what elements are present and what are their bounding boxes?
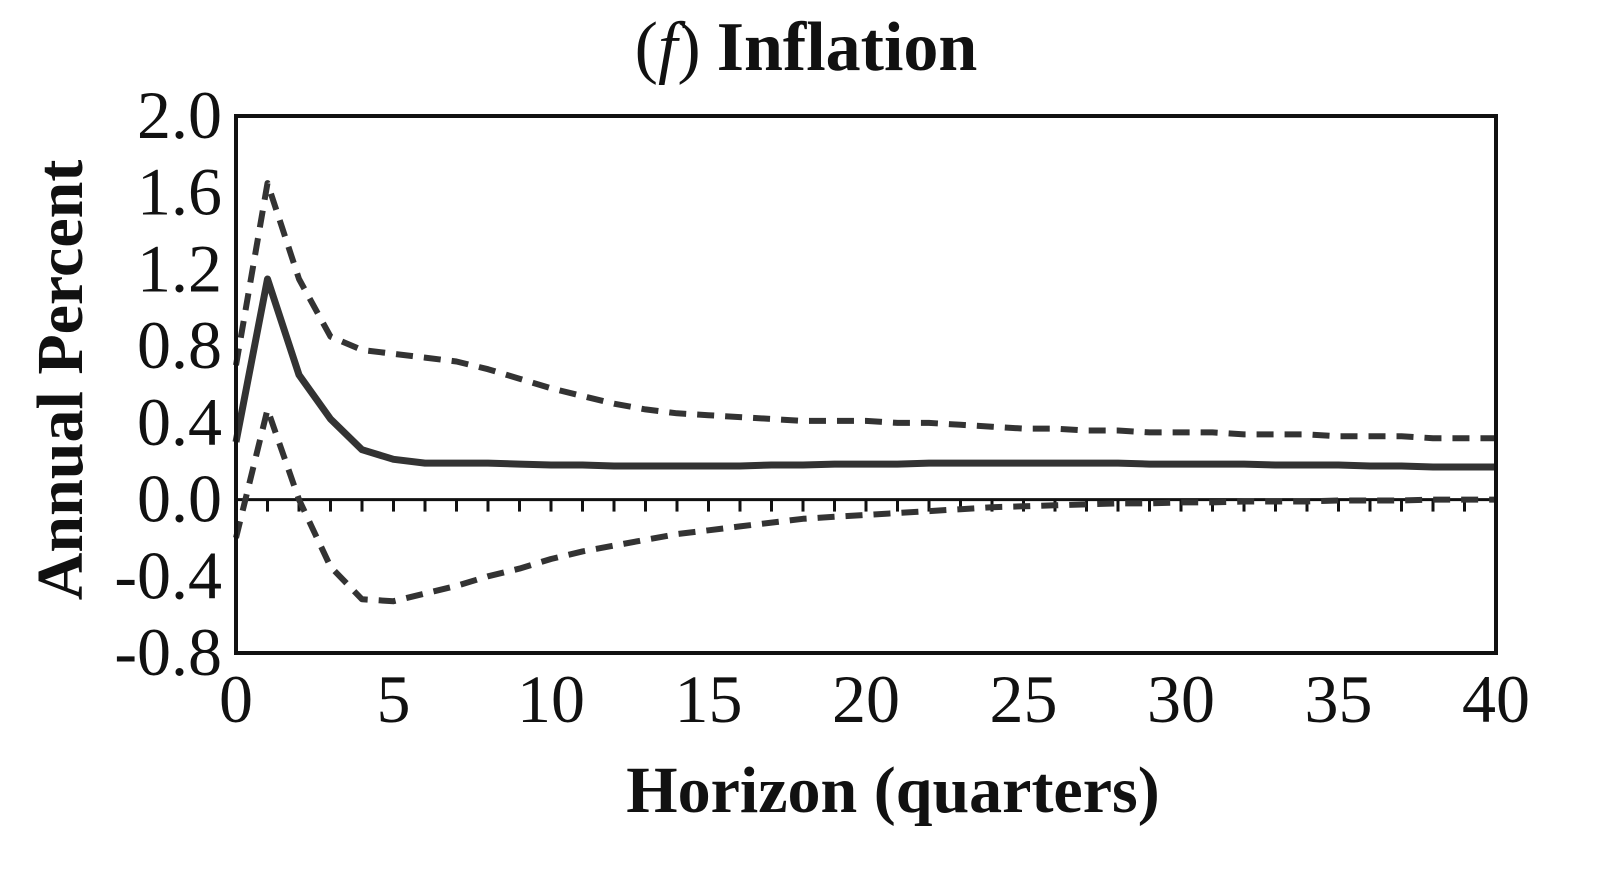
y-tick-label: 1.6	[137, 154, 222, 230]
x-axis-title: Horizon (quarters)	[626, 754, 1159, 827]
x-tick-label: 35	[1305, 661, 1373, 737]
series-line-upper-band	[233, 180, 1496, 442]
x-tick-label: 20	[832, 661, 900, 737]
y-tick-label: -0.8	[114, 614, 222, 690]
y-tick-label: 2.0	[137, 77, 222, 153]
x-tick-label: 5	[377, 661, 411, 737]
series-line-lower-band	[233, 406, 1496, 605]
x-tick-label: 10	[517, 661, 585, 737]
y-tick-label: -0.4	[114, 537, 222, 613]
series-line-estimate	[232, 275, 1496, 471]
chart-title-paren-open: (	[635, 9, 658, 86]
y-tick-label: 0.4	[137, 384, 222, 460]
chart-title: (f) Inflation	[635, 9, 978, 86]
x-tick-labels: 0 5 10 15 20 25 30 35 40	[219, 661, 1530, 737]
chart-title-text: Inflation	[717, 9, 978, 86]
plot-frame	[234, 114, 1498, 655]
x-tick-label: 40	[1462, 661, 1530, 737]
x-tick-label: 30	[1147, 661, 1215, 737]
y-tick-label: 1.2	[137, 230, 222, 306]
y-axis-title: Annual Percent	[24, 160, 97, 601]
chart-title-paren-close: )	[677, 9, 700, 86]
y-tick-label: 0.8	[137, 307, 222, 383]
y-tick-labels: 2.01.61.20.80.40.0-0.4-0.8	[114, 77, 222, 690]
y-tick-label: 0.0	[137, 461, 222, 537]
x-tick-label: 25	[990, 661, 1058, 737]
x-tick-label: 0	[219, 661, 253, 737]
plot-content	[232, 180, 1498, 605]
x-tick-label: 15	[675, 661, 743, 737]
